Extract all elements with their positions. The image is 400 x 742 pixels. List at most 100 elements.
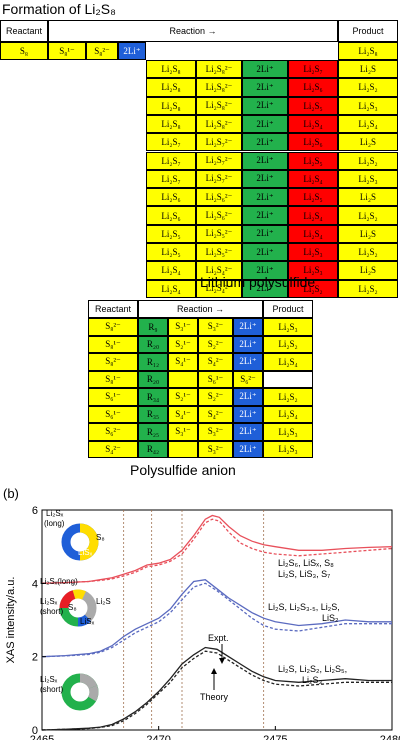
reaction-label: R₂₅	[138, 423, 168, 441]
donut-chart-1	[61, 523, 99, 561]
reaction-label: R₄₂	[138, 440, 168, 458]
byproduct-species: Li₂S₄	[288, 169, 338, 189]
xas-series-0	[41, 514, 393, 584]
figure-title: Formation of Li₂S₈	[2, 1, 116, 17]
lithium-ion: 2Li⁺	[233, 440, 263, 458]
lithium-ion: 2Li⁺	[242, 261, 288, 280]
intermediate-species: Li₂S₇²⁻	[196, 133, 242, 152]
byproduct-species: Li₂S₄	[288, 206, 338, 225]
x-tick-label: 2465	[30, 734, 54, 740]
product-species: Li₂S₄	[338, 114, 398, 134]
xas-chart: 24652470247524800246Energy/eVXAS intensi…	[5, 505, 400, 740]
annotation-top: Li₂S₆, LiSₓ, S₈	[278, 558, 334, 568]
x-tick-label: 2475	[263, 734, 287, 740]
donut1-label: Li₂Sₓ	[46, 509, 64, 518]
donut3-label: Li₂Sₓ	[40, 675, 58, 684]
intermediate-anion: S₆¹⁻	[198, 370, 233, 388]
y-tick-label: 2	[32, 652, 38, 664]
lithium-ion: 2Li⁺	[242, 206, 288, 225]
reaction-label: R₃₅	[138, 405, 168, 423]
annotation-bottom: Li₂S₃	[302, 675, 323, 685]
reactant-anion: S₈²⁻	[88, 353, 138, 371]
reactant-species: Li₂S₈	[146, 60, 196, 79]
reactant-species: Li₂S₆	[146, 206, 196, 225]
reaction-header: Reaction →	[48, 20, 338, 42]
reactant-species: Li₂S₅	[146, 243, 196, 262]
intermediate-species: Li₂S₇²⁻	[196, 169, 242, 189]
table-caption-lithium-polysulfide: Lithium polysulfide	[200, 274, 316, 290]
lithium-ion: 2Li⁺	[242, 133, 288, 152]
byproduct-species: Li₂S₆	[288, 78, 338, 97]
product-species: Li₂S	[338, 224, 398, 243]
annotation-middle: LiS₂	[322, 613, 339, 623]
intermediate-anion: S₄¹⁻	[168, 353, 198, 371]
theory-label: Theory	[200, 692, 229, 702]
y-axis-label: XAS intensity/a.u.	[5, 577, 17, 664]
byproduct-species: Li₂S₇	[288, 60, 338, 79]
first-row-cell: S₈¹⁻	[48, 42, 86, 60]
intermediate-species: Li₂S₅²⁻	[196, 224, 242, 243]
plot-area	[41, 509, 393, 731]
intermediate-anion: S₃¹⁻	[168, 318, 198, 336]
lithium-ion: 2Li⁺	[242, 114, 288, 134]
intermediate-species: Li₂S₈²⁻	[196, 60, 242, 79]
product-species: Li₂S	[338, 188, 398, 207]
first-row-cell: S₈²⁻	[86, 42, 118, 60]
xas-series-1	[41, 518, 393, 584]
lithium-ion: 2Li⁺	[233, 353, 263, 371]
reactant-species: Li₂S₄	[146, 261, 196, 280]
annotation-bottom: Li₂S, Li₂S₂, Li₂S₅,	[278, 664, 347, 674]
reactant-species: Li₂S₇	[146, 151, 196, 170]
panel-label: (b)	[3, 486, 19, 501]
donut2-label: S₈	[68, 603, 77, 612]
donut2-label: Li₂S	[96, 597, 111, 606]
first-row-reactant: S₈	[0, 42, 48, 60]
intermediate-species: Li₂S₈²⁻	[196, 78, 242, 97]
product-species: Li₂S₄	[263, 353, 313, 371]
reactant-anion: S₆¹⁻	[88, 388, 138, 406]
intermediate-species: Li₂S₄²⁻	[196, 261, 242, 280]
reaction-label: R₂₀	[138, 335, 168, 353]
product-header: Product	[263, 300, 313, 318]
byproduct-species: Li₂S₃	[288, 261, 338, 280]
lithium-ion: 2Li⁺	[242, 224, 288, 243]
theory-arrow-head	[211, 668, 217, 674]
product-species: Li₂S₂	[263, 388, 313, 406]
reactant-species: Li₂S₇	[146, 133, 196, 152]
reaction-label: R₁₂	[138, 353, 168, 371]
intermediate-anion: S₃¹⁻	[168, 423, 198, 441]
product-species: Li₂S₂	[263, 335, 313, 353]
intermediate-species: Li₂S₇²⁻	[196, 151, 242, 170]
product-header: Product	[338, 20, 398, 42]
expt-label: Expt.	[208, 633, 229, 643]
lithium-ion: 2Li⁺	[233, 318, 263, 336]
intermediate-anion: S₂²⁻	[198, 335, 233, 353]
lithium-ion: 2Li⁺	[233, 423, 263, 441]
lithium-ion: 2Li⁺	[242, 243, 288, 262]
reaction-label: R₂₀	[138, 370, 168, 388]
x-tick-label: 2470	[146, 734, 170, 740]
byproduct-species: Li₂S₅	[288, 151, 338, 170]
product-species: Li₂S	[338, 133, 398, 152]
intermediate-anion	[168, 440, 198, 458]
reaction-label: R₃₄	[138, 388, 168, 406]
byproduct-species: Li₂S₅	[288, 96, 338, 115]
donut3-label: (short)	[40, 685, 63, 694]
product-species: Li₂S₃	[338, 169, 398, 189]
intermediate-species: Li₂S₆²⁻	[196, 206, 242, 225]
intermediate-anion: S₂¹⁻	[168, 335, 198, 353]
lithium-ion: 2Li⁺	[242, 169, 288, 189]
reactant-anion: S₄²⁻	[88, 440, 138, 458]
lithium-ion: S₆²⁻	[233, 370, 263, 388]
reactant-species: Li₂S₈	[146, 114, 196, 134]
donut2-label: Li₂Sₓ(long)	[40, 577, 78, 586]
first-row-product: Li₂S₈	[338, 42, 398, 60]
donut1-label: LiSₓ	[78, 548, 93, 557]
product-species: Li₂S₄	[263, 405, 313, 423]
product-species: Li₂S₂	[338, 279, 398, 298]
reactant-header: Reactant	[0, 20, 48, 42]
intermediate-anion: S₃²⁻	[198, 318, 233, 336]
intermediate-anion: S₃²⁻	[198, 423, 233, 441]
annotation-top: Li₂S, LiS₃, S₇	[278, 569, 330, 579]
